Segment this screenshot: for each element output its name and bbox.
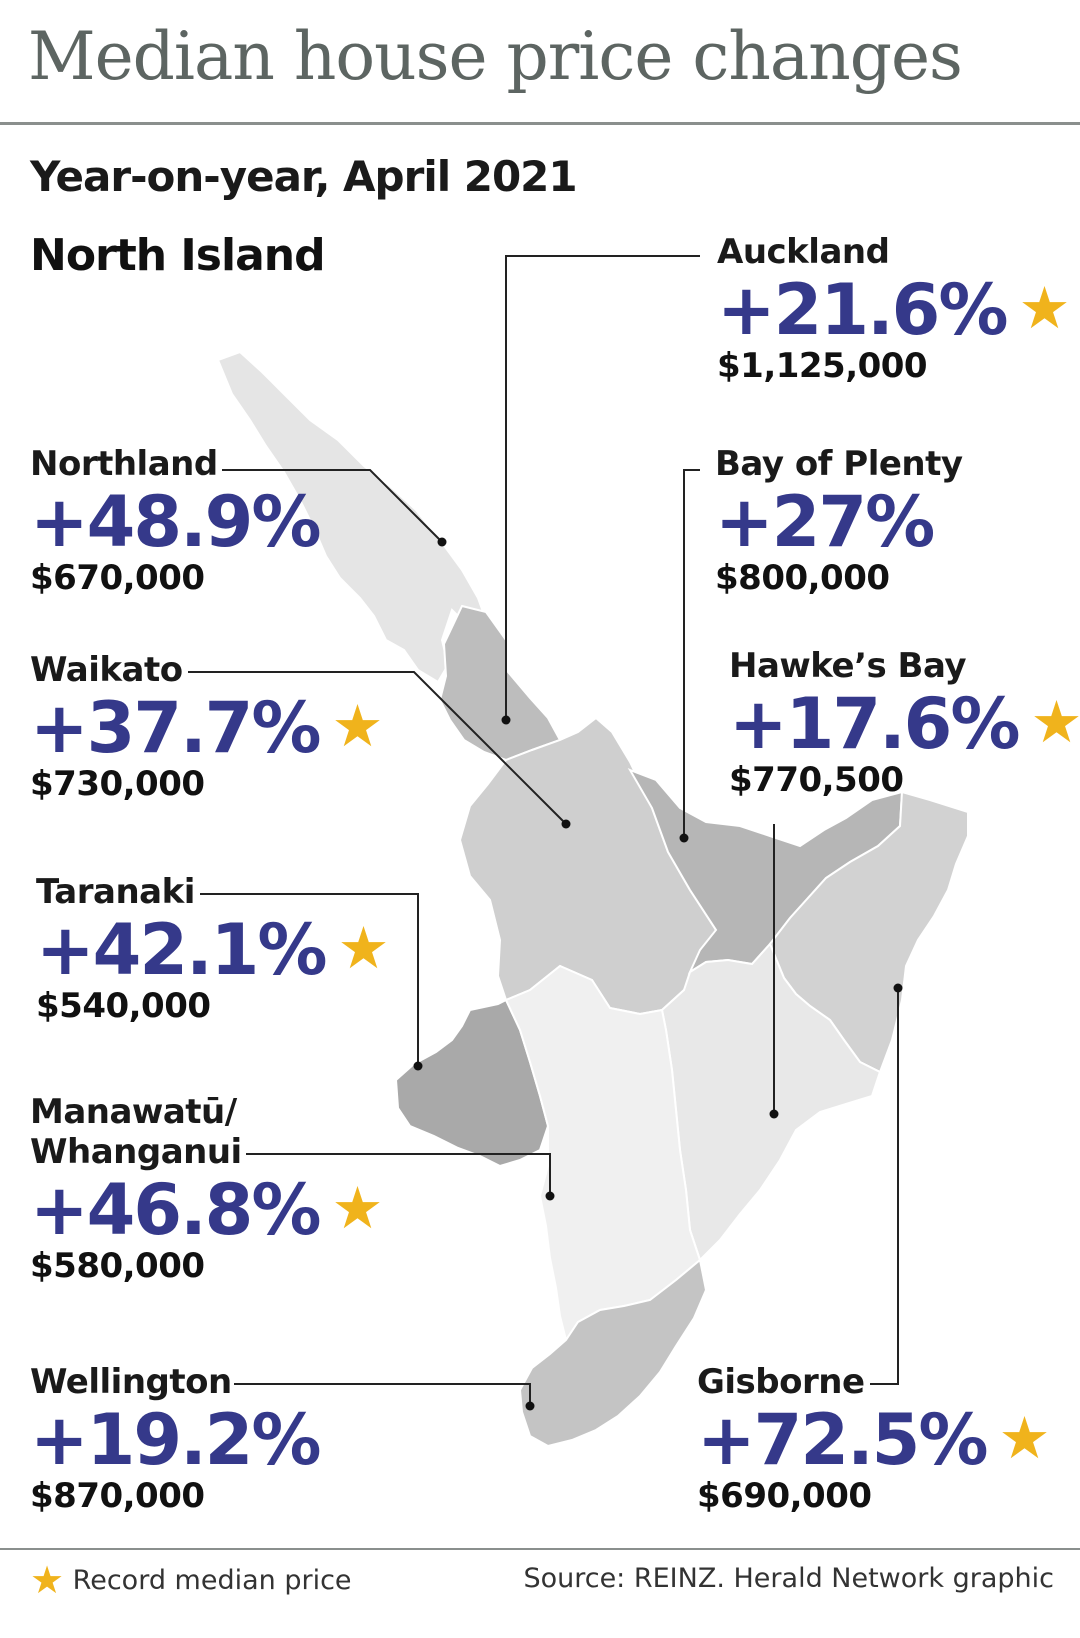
star-icon: ★ — [1018, 274, 1071, 342]
region-name: Wellington — [30, 1362, 232, 1402]
marker-manawatu — [545, 1191, 555, 1201]
marker-hawkes-bay — [769, 1109, 779, 1119]
region-name: Gisborne — [697, 1362, 865, 1402]
median-price: $800,000 — [715, 558, 890, 598]
marker-gisborne — [893, 983, 903, 993]
leader-bay-of-plenty — [683, 469, 700, 838]
leader-auckland — [505, 255, 700, 720]
legend: ★ Record median price — [30, 1558, 352, 1602]
region-name-line2: Whanganui — [30, 1132, 242, 1172]
label-taranaki: Taranaki +42.1% ★ $540,000 — [36, 872, 390, 1024]
marker-bay-of-plenty — [679, 833, 689, 843]
region-name: Waikato — [30, 650, 183, 690]
star-icon: ★ — [30, 1558, 65, 1602]
title-divider — [0, 122, 1080, 125]
leader-wellington — [234, 1383, 531, 1406]
star-icon: ★ — [1030, 688, 1080, 756]
median-price: $580,000 — [30, 1246, 205, 1286]
island-heading: North Island — [30, 230, 326, 281]
region-wellington — [518, 1258, 708, 1448]
median-price: $540,000 — [36, 986, 211, 1026]
label-wellington: Wellington +19.2% $870,000 — [30, 1362, 321, 1516]
change-value: +46.8% — [30, 1169, 321, 1251]
region-name: Bay of Plenty — [715, 444, 963, 484]
marker-wellington — [525, 1401, 535, 1411]
leader-taranaki — [200, 893, 419, 1066]
region-name: Northland — [30, 444, 218, 484]
label-waikato: Waikato +37.7% ★ $730,000 — [30, 650, 384, 802]
change-value: +42.1% — [36, 909, 327, 991]
change-value: +19.2% — [30, 1399, 321, 1481]
label-gisborne: Gisborne +72.5% ★ $690,000 — [697, 1362, 1051, 1514]
region-name-line1: Manawatū/ — [30, 1092, 237, 1132]
page-title: Median house price changes — [28, 18, 963, 95]
leader-gisborne — [870, 988, 899, 1385]
star-icon: ★ — [337, 914, 390, 982]
change-value: +72.5% — [697, 1399, 988, 1481]
leader-manawatu — [246, 1153, 551, 1196]
change-value: +17.6% — [729, 683, 1020, 765]
marker-northland — [437, 537, 447, 547]
label-hawkes-bay: Hawke’s Bay +17.6% ★ $770,500 — [729, 646, 1080, 798]
median-price: $730,000 — [30, 764, 205, 804]
median-price: $870,000 — [30, 1476, 205, 1516]
median-price: $1,125,000 — [717, 346, 928, 386]
marker-waikato — [561, 819, 571, 829]
subtitle: Year-on-year, April 2021 — [30, 152, 578, 201]
label-northland: Northland +48.9% $670,000 — [30, 444, 321, 598]
leader-waikato — [188, 671, 567, 825]
median-price: $690,000 — [697, 1476, 872, 1516]
leader-northland — [222, 469, 443, 543]
label-auckland: Auckland +21.6% ★ $1,125,000 — [717, 232, 1071, 384]
marker-taranaki — [413, 1061, 423, 1071]
change-value: +37.7% — [30, 687, 321, 769]
footer-divider — [0, 1548, 1080, 1550]
region-name: Auckland — [717, 232, 890, 272]
star-icon: ★ — [331, 692, 384, 760]
label-manawatu-whanganui: Manawatū/ Whanganui +46.8% ★ $580,000 — [30, 1092, 384, 1284]
median-price: $670,000 — [30, 558, 205, 598]
change-value: +27% — [715, 481, 935, 563]
source-credit: Source: REINZ. Herald Network graphic — [523, 1563, 1054, 1594]
marker-auckland — [501, 715, 511, 725]
region-name: Taranaki — [36, 872, 195, 912]
legend-text: Record median price — [72, 1565, 352, 1596]
change-value: +48.9% — [30, 481, 321, 563]
label-bay-of-plenty: Bay of Plenty +27% $800,000 — [715, 444, 963, 596]
median-price: $770,500 — [729, 760, 904, 800]
star-icon: ★ — [331, 1174, 384, 1242]
region-name: Hawke’s Bay — [729, 646, 967, 686]
star-icon: ★ — [998, 1404, 1051, 1472]
change-value: +21.6% — [717, 269, 1008, 351]
